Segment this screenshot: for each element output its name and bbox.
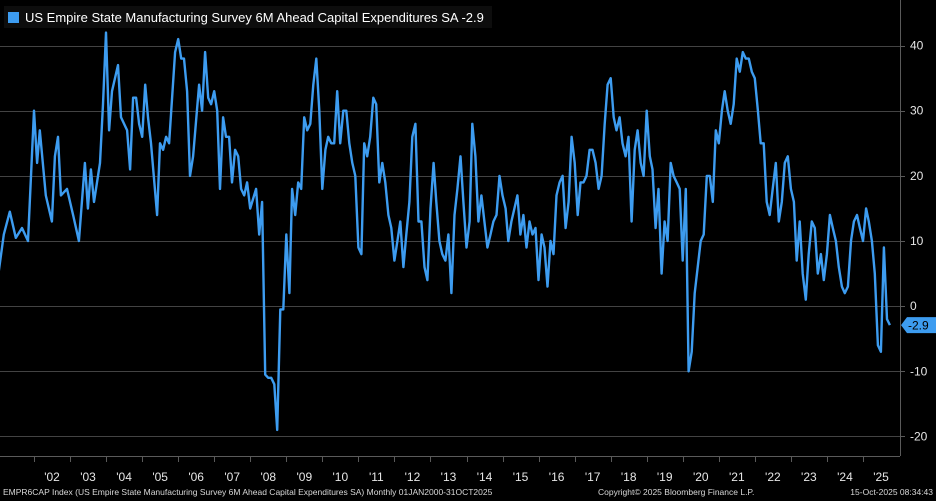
footer-ticker-description: EMPR6CAP Index (US Empire State Manufact… xyxy=(3,487,493,497)
grid-lines xyxy=(0,46,900,437)
last-value-badge xyxy=(901,317,936,334)
legend: US Empire State Manufacturing Survey 6M … xyxy=(4,6,492,28)
x-tick-label: '10 xyxy=(333,470,349,484)
footer-timestamp: 15-Oct-2025 08:34:43 xyxy=(850,487,933,497)
x-tick-label: '25 xyxy=(873,470,889,484)
legend-swatch xyxy=(8,11,19,23)
x-tick-label: '04 xyxy=(116,470,132,484)
x-tick-label: '17 xyxy=(585,470,601,484)
x-tick-label: '12 xyxy=(405,470,421,484)
x-tick-label: '02 xyxy=(44,470,60,484)
legend-label: US Empire State Manufacturing Survey 6M … xyxy=(25,9,484,25)
x-tick-label: '07 xyxy=(224,470,240,484)
x-tick-label: '19 xyxy=(657,470,673,484)
x-tick-label: '06 xyxy=(188,470,204,484)
y-tick-label: 0 xyxy=(910,299,917,313)
x-tick-label: '24 xyxy=(837,470,853,484)
x-tick-label: '15 xyxy=(513,470,529,484)
x-tick-label: '14 xyxy=(477,470,493,484)
footer-copyright: Copyright© 2025 Bloomberg Finance L.P. xyxy=(598,487,755,497)
x-axis-ticks: '02 '03 '04 '05 '06 '07 '08 '09 '10 '11 '12 '13 '14 '… xyxy=(34,456,889,484)
x-tick-label: '08 xyxy=(260,470,276,484)
x-tick-label: '09 xyxy=(297,470,313,484)
x-tick-label: '11 xyxy=(369,470,384,484)
x-tick-label: '21 xyxy=(729,470,745,484)
y-tick-label: 30 xyxy=(910,104,924,118)
x-tick-label: '03 xyxy=(80,470,96,484)
x-tick-label: '18 xyxy=(621,470,637,484)
y-tick-label: 20 xyxy=(910,169,924,183)
last-value-tag: -2.9 xyxy=(901,317,936,334)
series-line xyxy=(0,31,891,432)
x-tick-label: '05 xyxy=(152,470,168,484)
x-tick-label: '22 xyxy=(765,470,781,484)
x-tick-label: '20 xyxy=(693,470,709,484)
y-tick-label: -20 xyxy=(910,429,928,443)
x-tick-label: '13 xyxy=(441,470,457,484)
x-tick-label: '16 xyxy=(549,470,565,484)
x-tick-label: '23 xyxy=(801,470,817,484)
y-tick-label: -10 xyxy=(910,364,928,378)
y-tick-label: 40 xyxy=(910,39,924,53)
y-axis-ticks: -20 -10 0 10 20 30 40 xyxy=(900,39,928,443)
y-tick-label: 10 xyxy=(910,234,924,248)
last-value-label: -2.9 xyxy=(908,319,929,333)
